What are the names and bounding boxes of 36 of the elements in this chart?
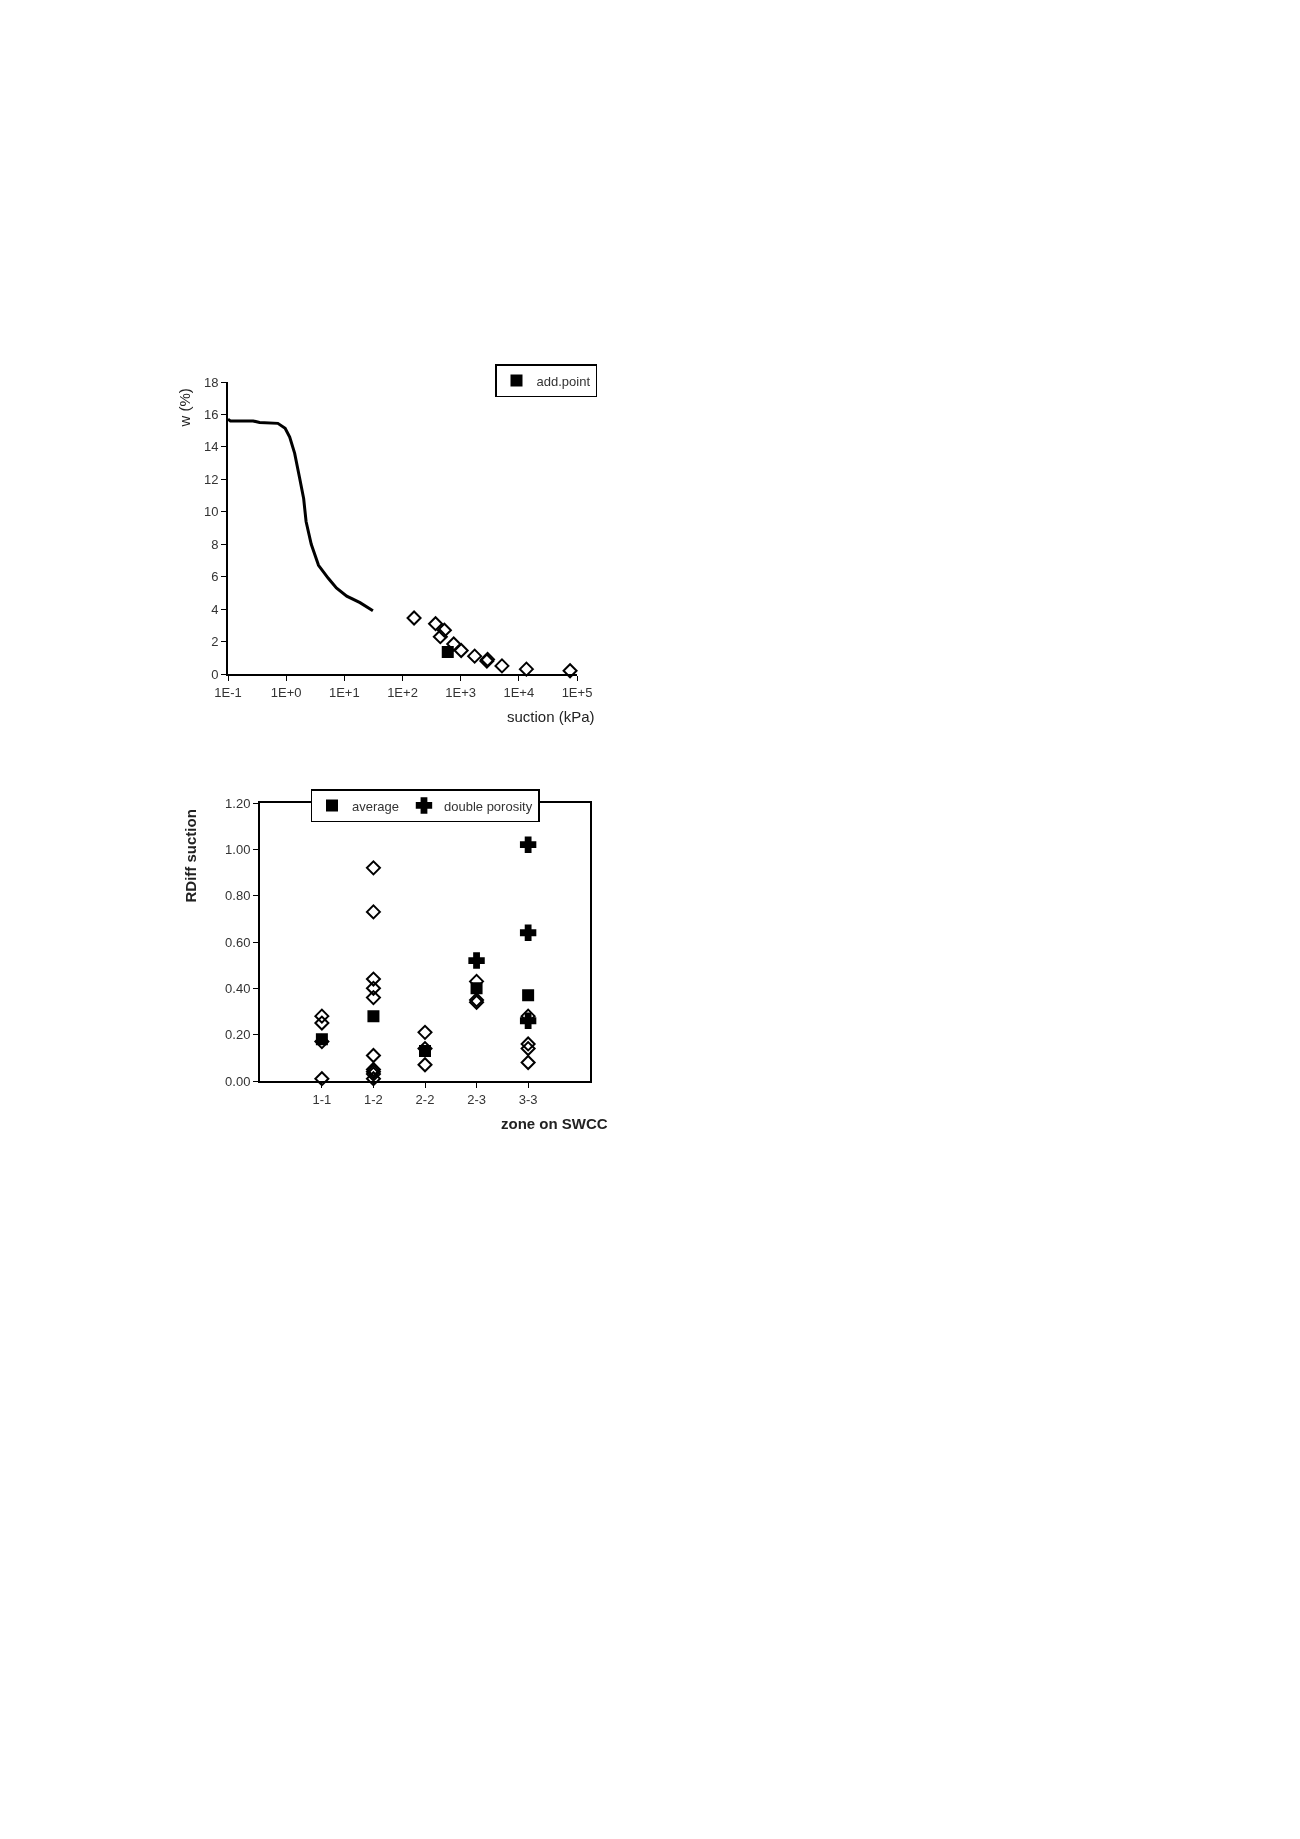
y-axis-title: w (%) [175, 388, 193, 428]
y-tick-label: 6 [211, 569, 219, 585]
y-tick-label: 12 [203, 471, 219, 487]
y-tick-label: 16 [203, 406, 219, 422]
x-tick-label: 2-2 [415, 1091, 435, 1107]
y-tick-label: 18 [203, 374, 219, 390]
y-tick-label: 1.00 [225, 841, 251, 857]
y-tick-label: 0.60 [225, 934, 251, 950]
y-tick-label: 10 [203, 504, 219, 520]
y-tick-label: 8 [211, 536, 219, 552]
legend-label: double porosity [443, 798, 533, 814]
y-tick-label: 0.40 [225, 980, 251, 996]
legend-label: add.point [536, 373, 591, 389]
y-tick-label: 0.80 [225, 888, 251, 904]
x-axis-title: suction (kPa) [507, 708, 595, 725]
legend-label: average [352, 798, 399, 814]
y-tick-label: 1.20 [225, 795, 251, 811]
x-tick-label: 1E+1 [328, 684, 360, 700]
y-tick-label: 0 [211, 666, 219, 682]
x-tick-label: 1E+2 [387, 684, 418, 700]
y-tick-label: 0.20 [225, 1027, 251, 1043]
y-tick-label: 4 [211, 601, 219, 617]
x-tick-label: 2-3 [467, 1091, 486, 1107]
y-tick-label: 14 [203, 439, 219, 455]
x-tick-label: 1-2 [364, 1091, 383, 1107]
x-tick-label: 1E+4 [503, 684, 535, 700]
x-tick-label: 1E-1 [214, 684, 242, 700]
y-tick-label: 0.00 [225, 1073, 251, 1089]
x-tick-label: 3-3 [518, 1091, 538, 1107]
x-axis-title: zone on SWCC [501, 1115, 608, 1132]
y-axis-title: RDiff suction [181, 809, 199, 903]
y-tick-label: 2 [211, 634, 219, 650]
x-tick-label: 1E+0 [270, 684, 302, 700]
x-tick-label: 1-1 [312, 1091, 332, 1107]
x-tick-label: 1E+3 [445, 684, 477, 700]
x-tick-label: 1E+5 [561, 684, 593, 700]
